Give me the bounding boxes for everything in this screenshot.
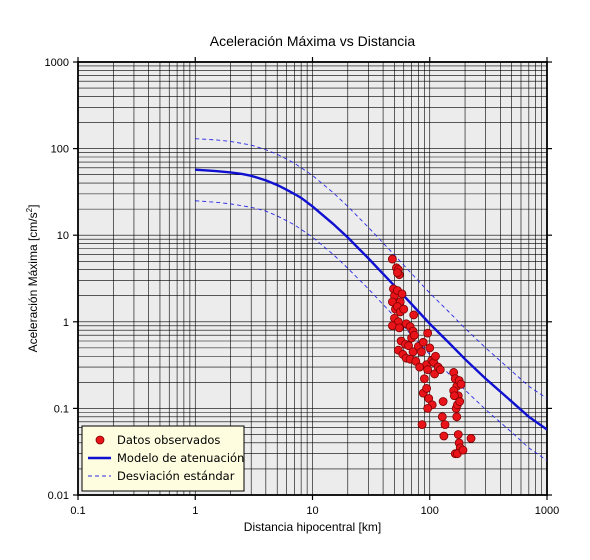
observed-points bbox=[387, 254, 476, 459]
data-point bbox=[394, 323, 404, 333]
data-point bbox=[408, 347, 418, 357]
legend-label-model: Modelo de atenuación bbox=[117, 451, 244, 465]
data-point bbox=[435, 365, 445, 375]
x-tick-label: 100 bbox=[421, 505, 439, 517]
data-point bbox=[455, 397, 465, 406]
data-point bbox=[466, 434, 476, 443]
legend-label-observed: Datos observados bbox=[117, 433, 220, 447]
data-point bbox=[452, 412, 462, 422]
data-point bbox=[425, 343, 435, 353]
data-point bbox=[423, 365, 433, 375]
data-point bbox=[453, 430, 463, 439]
deviation-lower-line bbox=[195, 200, 547, 461]
data-point bbox=[417, 420, 427, 430]
legend-label-deviation: Desviación estándar bbox=[117, 469, 235, 483]
data-point bbox=[439, 431, 449, 441]
x-axis-label: Distancia hipocentral [km] bbox=[244, 520, 381, 534]
data-point bbox=[397, 289, 407, 299]
data-point bbox=[449, 391, 459, 401]
data-point bbox=[410, 330, 419, 340]
y-tick-label: 10 bbox=[57, 230, 69, 242]
deviation-upper-line bbox=[195, 138, 547, 399]
model-line bbox=[195, 168, 547, 431]
y-axis-label-main: Aceleración Máxima [cm/s bbox=[26, 212, 40, 352]
y-tick-label: 0.01 bbox=[48, 490, 69, 502]
legend: Datos observados Modelo de atenuación Desv… bbox=[81, 425, 245, 492]
data-point bbox=[423, 328, 433, 338]
data-point bbox=[393, 268, 402, 277]
y-tick-label: 100 bbox=[51, 144, 69, 156]
data-point bbox=[415, 362, 425, 372]
data-point bbox=[458, 445, 468, 455]
x-tick-label: 1000 bbox=[535, 505, 559, 517]
y-tick-label: 1000 bbox=[45, 57, 69, 69]
data-point bbox=[409, 310, 419, 320]
x-tick-label: 10 bbox=[306, 505, 318, 517]
y-tick-label: 1 bbox=[63, 317, 69, 329]
data-point bbox=[423, 403, 433, 413]
data-point bbox=[417, 347, 426, 357]
x-tick-label: 1 bbox=[192, 505, 198, 517]
y-axis-label: Aceleración Máxima [cm/s2] bbox=[25, 205, 40, 353]
data-point bbox=[438, 397, 448, 406]
x-tick-label: 0.1 bbox=[70, 505, 85, 517]
y-tick-label: 0.1 bbox=[54, 403, 69, 415]
y-axis-label-superscript: 2 bbox=[25, 207, 34, 212]
data-point bbox=[419, 374, 429, 384]
data-point bbox=[422, 384, 432, 393]
data-point bbox=[404, 341, 413, 351]
data-point bbox=[418, 337, 428, 347]
legend-marker-points bbox=[95, 435, 105, 445]
data-point bbox=[431, 351, 440, 361]
y-axis-label-end: ] bbox=[26, 205, 40, 208]
data-point bbox=[440, 420, 450, 430]
data-point bbox=[399, 304, 409, 314]
data-point bbox=[437, 412, 447, 422]
data-point bbox=[456, 379, 466, 389]
data-point bbox=[387, 254, 397, 264]
chart-title: Aceleración Máxima vs Distancia bbox=[210, 33, 416, 49]
plot-frame bbox=[77, 61, 548, 496]
